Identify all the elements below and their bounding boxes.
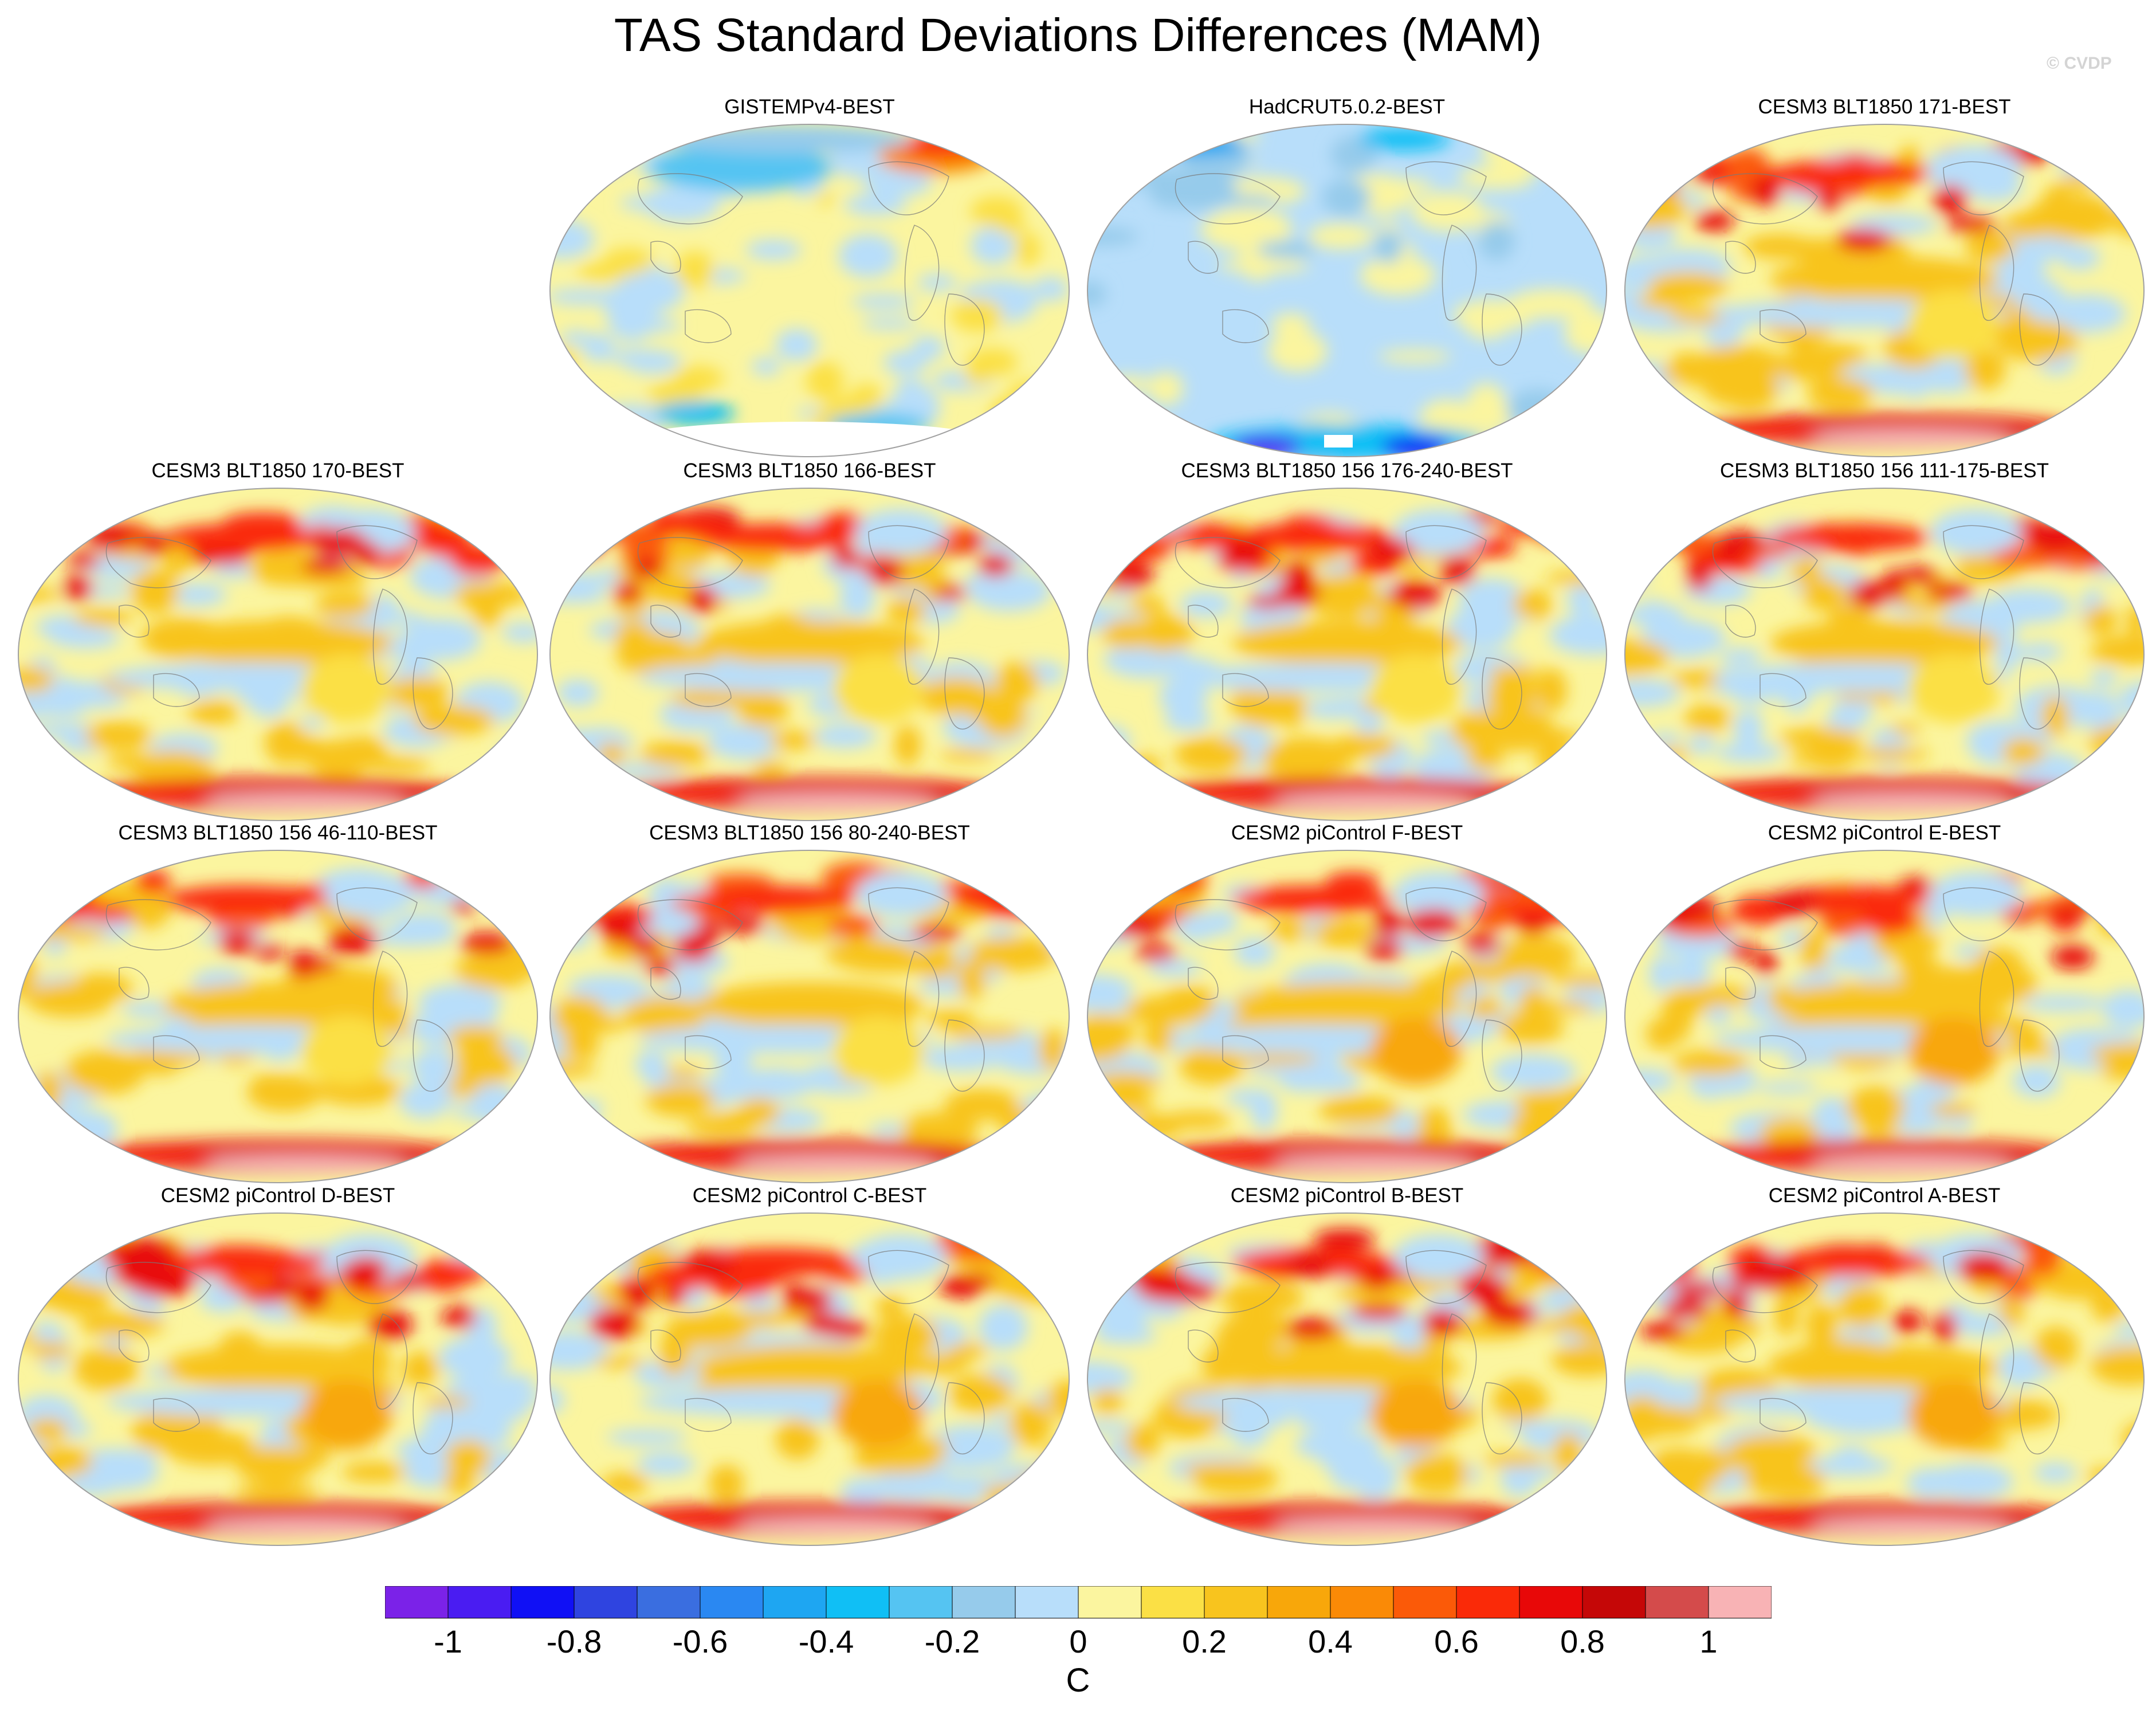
panel-title: GISTEMPv4-BEST [724, 96, 895, 118]
colorbar-tick-label: -0.2 [925, 1623, 980, 1659]
colorbar-swatch [1393, 1586, 1457, 1619]
figure-title: TAS Standard Deviations Differences (MAM… [614, 9, 1542, 61]
colorbar-swatch [447, 1586, 512, 1619]
panel-title: CESM3 BLT1850 156 176-240-BEST [1181, 460, 1513, 482]
colorbar-swatch [510, 1586, 575, 1619]
colorbar-tick-label: -0.8 [547, 1623, 602, 1659]
colorbar-swatch [1708, 1586, 1772, 1619]
colorbar-tick-label: 0.4 [1308, 1623, 1353, 1659]
panel-title: HadCRUT5.0.2-BEST [1248, 96, 1446, 118]
colorbar-swatch [385, 1586, 449, 1619]
colorbar-tick-label: -0.6 [673, 1623, 728, 1659]
panel-title: CESM3 BLT1850 166-BEST [683, 460, 936, 482]
robinson-map [1087, 850, 1607, 1183]
colorbar: -1 -0.8 -0.6 -0.4 -0.2 0 0.2 0.4 0.6 0.8 1 [385, 1586, 1772, 1659]
robinson-map [1624, 488, 2145, 821]
colorbar-tick-label: -0.4 [799, 1623, 854, 1659]
colorbar-tick-label: 0.6 [1434, 1623, 1479, 1659]
panel-title: CESM2 piControl E-BEST [1768, 822, 2001, 844]
colorbar-swatch [1267, 1586, 1331, 1619]
robinson-map [549, 1212, 1070, 1546]
map-panel: CESM2 piControl C-BEST [543, 1183, 1076, 1550]
robinson-map [1624, 1212, 2145, 1546]
colorbar-tick-label: -1 [434, 1623, 462, 1659]
robinson-map [18, 488, 538, 821]
map-panel: GISTEMPv4-BEST [543, 95, 1076, 461]
colorbar-swatch [826, 1586, 890, 1619]
panel-title: CESM2 piControl F-BEST [1231, 822, 1463, 844]
map-panel: CESM3 BLT1850 156 46-110-BEST [11, 821, 544, 1187]
colorbar-swatch [1519, 1586, 1583, 1619]
panel-title: CESM2 piControl A-BEST [1768, 1184, 2001, 1207]
map-panel: CESM3 BLT1850 156 80-240-BEST [543, 821, 1076, 1187]
map-panel: CESM2 piControl B-BEST [1081, 1183, 1613, 1550]
robinson-map [18, 850, 538, 1183]
colorbar-swatch [700, 1586, 764, 1619]
colorbar-swatch [1582, 1586, 1646, 1619]
cvdp-watermark: © CVDP [2047, 54, 2112, 73]
colorbar-swatch [574, 1586, 638, 1619]
robinson-map [1087, 1212, 1607, 1546]
map-panel: CESM2 piControl A-BEST [1618, 1183, 2151, 1550]
colorbar-tick-label: 0.2 [1182, 1623, 1227, 1659]
colorbar-tick-label: 1 [1699, 1623, 1717, 1659]
map-panel: CESM3 BLT1850 170-BEST [11, 458, 544, 825]
colorbar-swatch [1078, 1586, 1142, 1619]
panel-title: CESM2 piControl D-BEST [160, 1184, 395, 1207]
robinson-map [549, 850, 1070, 1183]
map-panel: CESM2 piControl D-BEST [11, 1183, 544, 1550]
panel-title: CESM3 BLT1850 156 46-110-BEST [118, 822, 438, 844]
robinson-map [549, 124, 1070, 457]
colorbar-units-label: C [1066, 1662, 1090, 1699]
map-panel: CESM3 BLT1850 166-BEST [543, 458, 1076, 825]
colorbar-swatch [889, 1586, 953, 1619]
robinson-map [18, 1212, 538, 1546]
colorbar-swatch [1204, 1586, 1268, 1619]
colorbar-swatch [1456, 1586, 1520, 1619]
colorbar-swatch [1015, 1586, 1079, 1619]
panel-title: CESM3 BLT1850 170-BEST [151, 460, 405, 482]
colorbar-swatch [1141, 1586, 1205, 1619]
map-panel: CESM2 piControl F-BEST [1081, 821, 1613, 1187]
robinson-map [1624, 850, 2145, 1183]
map-panel: CESM3 BLT1850 156 111-175-BEST [1618, 458, 2151, 825]
colorbar-swatch [1330, 1586, 1394, 1619]
map-panel: CESM3 BLT1850 171-BEST [1618, 95, 2151, 461]
panel-title: CESM2 piControl C-BEST [692, 1184, 927, 1207]
robinson-map [549, 488, 1070, 821]
robinson-map [1624, 124, 2145, 457]
colorbar-tick-label: 0 [1069, 1623, 1087, 1659]
robinson-map [1087, 124, 1607, 457]
colorbar-swatch [763, 1586, 827, 1619]
panel-title: CESM3 BLT1850 156 80-240-BEST [649, 822, 970, 844]
map-panel: CESM3 BLT1850 156 176-240-BEST [1081, 458, 1613, 825]
panel-title: CESM3 BLT1850 171-BEST [1758, 96, 2011, 118]
colorbar-tick-label: 0.8 [1560, 1623, 1605, 1659]
colorbar-swatch [637, 1586, 701, 1619]
map-panel: CESM2 piControl E-BEST [1618, 821, 2151, 1187]
map-panel: HadCRUT5.0.2-BEST [1081, 95, 1613, 461]
robinson-map [1087, 488, 1607, 821]
panel-title: CESM3 BLT1850 156 111-175-BEST [1720, 460, 2049, 482]
colorbar-swatch [952, 1586, 1016, 1619]
colorbar-swatch [1645, 1586, 1709, 1619]
panel-title: CESM2 piControl B-BEST [1230, 1184, 1464, 1207]
